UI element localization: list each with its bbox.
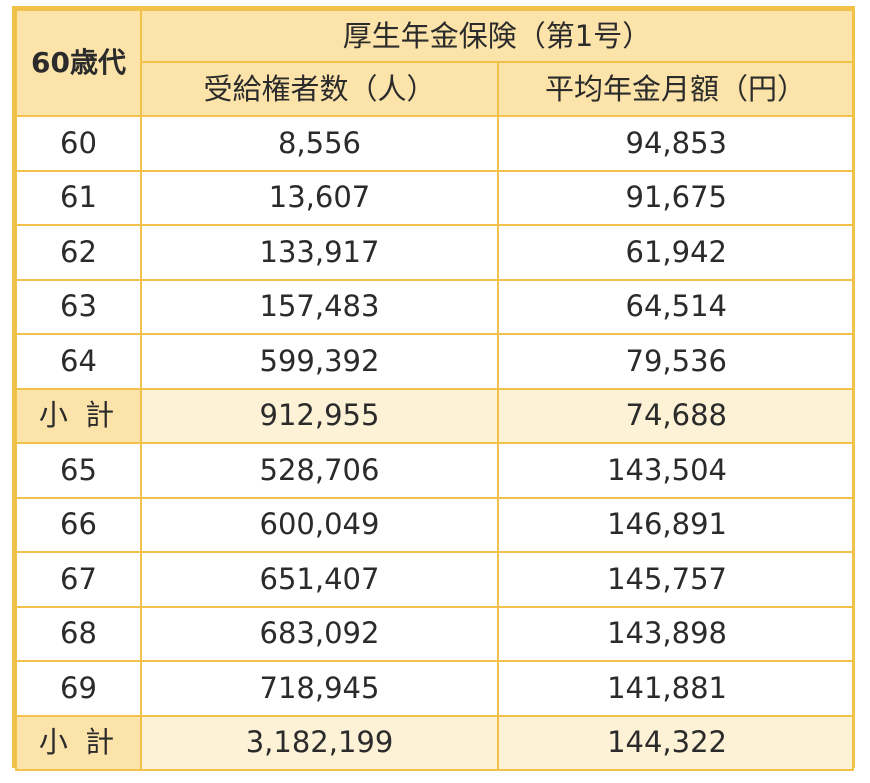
average-amount-cell: 91,675 — [496, 169, 855, 226]
age-cell: 65 — [15, 442, 142, 499]
age-cell: 60 — [15, 115, 142, 172]
subtotal-label-cell: 小 計 — [15, 714, 142, 771]
insurance-type-header: 厚生年金保険（第1号） — [139, 9, 855, 63]
average-amount-cell: 61,942 — [496, 224, 855, 281]
recipients-cell: 13,607 — [140, 169, 499, 226]
average-amount-column-header: 平均年金月額（円） — [496, 61, 855, 117]
average-amount-cell: 143,504 — [496, 442, 855, 499]
recipients-cell: 157,483 — [140, 278, 499, 335]
recipients-cell: 600,049 — [140, 496, 499, 553]
recipients-subtotal-cell: 912,955 — [140, 387, 499, 444]
recipients-cell: 133,917 — [140, 224, 499, 281]
average-amount-subtotal-cell: 144,322 — [496, 714, 855, 771]
age-cell: 62 — [15, 224, 142, 281]
table-row: 65 528,706 143,504 — [15, 442, 855, 499]
average-amount-cell: 94,853 — [496, 115, 855, 172]
age-cell: 63 — [15, 278, 142, 335]
recipients-cell: 651,407 — [140, 551, 499, 608]
age-cell: 61 — [15, 169, 142, 226]
pension-table: 60歳代 厚生年金保険（第1号） 受給権者数（人） 平均年金月額（円） 60 8… — [15, 9, 855, 771]
age-cell: 69 — [15, 660, 142, 717]
recipients-cell: 683,092 — [140, 605, 499, 662]
table-row: 63 157,483 64,514 — [15, 278, 855, 335]
average-amount-cell: 79,536 — [496, 333, 855, 390]
table-row: 60 8,556 94,853 — [15, 115, 855, 172]
pension-table-frame: 60歳代 厚生年金保険（第1号） 受給権者数（人） 平均年金月額（円） 60 8… — [12, 6, 855, 771]
table-row: 66 600,049 146,891 — [15, 496, 855, 553]
table-row: 68 683,092 143,898 — [15, 605, 855, 662]
subtotal-row: 小 計 912,955 74,688 — [15, 387, 855, 444]
average-amount-cell: 145,757 — [496, 551, 855, 608]
recipients-cell: 599,392 — [140, 333, 499, 390]
average-amount-cell: 143,898 — [496, 605, 855, 662]
age-cell: 68 — [15, 605, 142, 662]
age-cell: 67 — [15, 551, 142, 608]
recipients-cell: 528,706 — [140, 442, 499, 499]
average-amount-cell: 141,881 — [496, 660, 855, 717]
average-amount-subtotal-cell: 74,688 — [496, 387, 855, 444]
recipients-cell: 8,556 — [140, 115, 499, 172]
recipients-column-header: 受給権者数（人） — [140, 61, 499, 117]
table-row: 67 651,407 145,757 — [15, 551, 855, 608]
age-group-header: 60歳代 — [15, 9, 142, 117]
subtotal-label-cell: 小 計 — [15, 387, 142, 444]
table-row: 62 133,917 61,942 — [15, 224, 855, 281]
average-amount-cell: 64,514 — [496, 278, 855, 335]
subtotal-row: 小 計 3,182,199 144,322 — [15, 714, 855, 771]
average-amount-cell: 146,891 — [496, 496, 855, 553]
recipients-cell: 718,945 — [140, 660, 499, 717]
age-cell: 66 — [15, 496, 142, 553]
header-row-group: 60歳代 厚生年金保険（第1号） — [15, 9, 855, 117]
header-row-columns: 受給権者数（人） 平均年金月額（円） — [16, 61, 855, 117]
recipients-subtotal-cell: 3,182,199 — [140, 714, 499, 771]
table-row: 69 718,945 141,881 — [15, 660, 855, 717]
age-cell: 64 — [15, 333, 142, 390]
table-row: 61 13,607 91,675 — [15, 169, 855, 226]
table-row: 64 599,392 79,536 — [15, 333, 855, 390]
